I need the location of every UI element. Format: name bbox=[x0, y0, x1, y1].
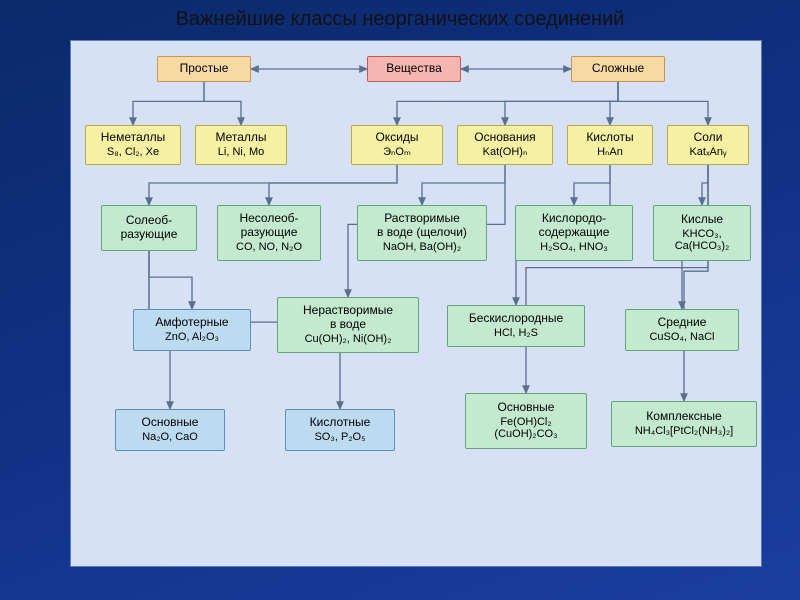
node-label: Простые bbox=[161, 62, 247, 76]
node-label: Кислотные bbox=[289, 416, 391, 430]
node-salts: СолиKatₓAnᵧ bbox=[667, 125, 749, 165]
node-sublabel: HCl, H₂S bbox=[451, 327, 581, 340]
node-sublabel: H₂SO₄, HNO₃ bbox=[519, 241, 629, 254]
node-acidicox: КислотныеSO₃, P₂O₅ bbox=[285, 409, 395, 451]
node-insolbases: Нерастворимыев водеCu(OH)₂, Ni(OH)₂ bbox=[277, 297, 419, 353]
diagram-panel: Вещества Простые Сложные НеметаллыS₈, Cl₂, … bbox=[70, 40, 762, 567]
node-label: Нерастворимыев воде bbox=[281, 304, 415, 332]
node-sublabel: KHCO₃,Ca(HCO₃)₂ bbox=[657, 228, 747, 253]
node-complexsalts: КомплексныеNH₄Cl₃[PtCl₂(NH₃)₂] bbox=[611, 401, 757, 447]
node-basicsalts: ОсновныеFe(OH)Cl₂(CuOH)₂CO₃ bbox=[465, 393, 587, 449]
node-saltforming: Солеоб-разующие bbox=[101, 205, 197, 251]
node-sublabel: Cu(OH)₂, Ni(OH)₂ bbox=[281, 333, 415, 346]
node-label: Солеоб-разующие bbox=[105, 214, 193, 242]
node-sublabel: Kat(OH)ₙ bbox=[461, 146, 549, 159]
node-label: Соли bbox=[671, 131, 745, 145]
node-oxides: ОксидыЭₙOₘ bbox=[351, 125, 443, 165]
node-label: Основания bbox=[461, 131, 549, 145]
node-label: Металлы bbox=[199, 131, 283, 145]
node-label: Неметаллы bbox=[89, 131, 177, 145]
node-sublabel: HₙAn bbox=[571, 146, 649, 159]
node-acidsalts: КислыеKHCO₃,Ca(HCO₃)₂ bbox=[653, 205, 751, 261]
node-sublabel: Li, Ni, Mo bbox=[199, 146, 283, 159]
node-label: Вещества bbox=[371, 62, 457, 76]
node-amphoteric: АмфотерныеZnO, Al₂O₃ bbox=[133, 309, 251, 351]
node-metals: МеталлыLi, Ni, Mo bbox=[195, 125, 287, 165]
node-nonsaltforming: Несолеоб-разующиеCO, NO, N₂O bbox=[217, 205, 321, 261]
node-bases: ОснованияKat(OH)ₙ bbox=[457, 125, 553, 165]
node-sublabel: CO, NO, N₂O bbox=[221, 241, 317, 254]
node-sublabel: S₈, Cl₂, Xe bbox=[89, 146, 177, 159]
node-sublabel: CuSO₄, NaCl bbox=[629, 331, 735, 344]
node-complex: Сложные bbox=[571, 56, 665, 82]
node-label: Кислые bbox=[657, 213, 747, 227]
node-label: Комплексные bbox=[615, 410, 753, 424]
node-label: Основные bbox=[469, 401, 583, 415]
node-sublabel: ЭₙOₘ bbox=[355, 146, 439, 159]
node-solublebases: Растворимыев воде (щелочи)NaOH, Ba(OH)₂ bbox=[357, 205, 487, 261]
node-anoxyacids: БескислородныеHCl, H₂S bbox=[447, 305, 585, 347]
node-sublabel: Fe(OH)Cl₂(CuOH)₂CO₃ bbox=[469, 416, 583, 441]
node-label: Несолеоб-разующие bbox=[221, 212, 317, 240]
node-label: Бескислородные bbox=[451, 312, 581, 326]
node-label: Кислоты bbox=[571, 131, 649, 145]
node-label: Средние bbox=[629, 316, 735, 330]
node-sublabel: Na₂O, CaO bbox=[119, 431, 221, 444]
node-oxyacids: Кислородо-содержащиеH₂SO₄, HNO₃ bbox=[515, 205, 633, 261]
node-nonmetals: НеметаллыS₈, Cl₂, Xe bbox=[85, 125, 181, 165]
slide-background: Важнейшие классы неорганических соединен… bbox=[0, 0, 800, 600]
node-sublabel: KatₓAnᵧ bbox=[671, 146, 745, 159]
node-sublabel: NaOH, Ba(OH)₂ bbox=[361, 241, 483, 254]
node-sublabel: NH₄Cl₃[PtCl₂(NH₃)₂] bbox=[615, 425, 753, 438]
node-label: Основные bbox=[119, 416, 221, 430]
node-sublabel: SO₃, P₂O₅ bbox=[289, 431, 391, 444]
node-acids: КислотыHₙAn bbox=[567, 125, 653, 165]
node-label: Растворимыев воде (щелочи) bbox=[361, 212, 483, 240]
slide-title: Важнейшие классы неорганических соединен… bbox=[0, 8, 800, 31]
node-sublabel: ZnO, Al₂O₃ bbox=[137, 331, 247, 344]
node-normalsalts: СредниеCuSO₄, NaCl bbox=[625, 309, 739, 351]
node-basicox: ОсновныеNa₂O, CaO bbox=[115, 409, 225, 451]
node-label: Амфотерные bbox=[137, 316, 247, 330]
node-label: Кислородо-содержащие bbox=[519, 212, 629, 240]
node-label: Сложные bbox=[575, 62, 661, 76]
node-label: Оксиды bbox=[355, 131, 439, 145]
node-substances: Вещества bbox=[367, 56, 461, 82]
node-simple: Простые bbox=[157, 56, 251, 82]
